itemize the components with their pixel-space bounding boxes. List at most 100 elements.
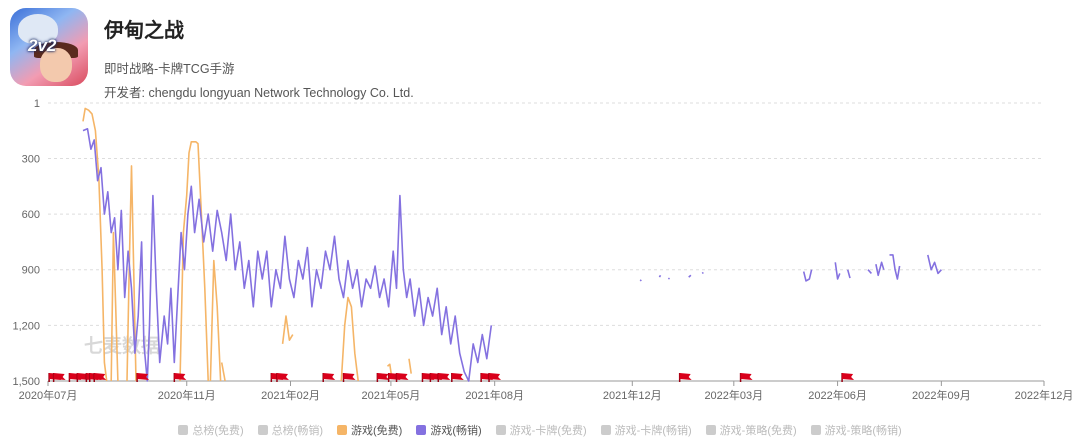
icon-character-face: [40, 48, 72, 82]
series-line-segment[interactable]: [281, 315, 294, 344]
series-line-segment[interactable]: [110, 231, 119, 382]
event-flag-icon[interactable]: [739, 373, 753, 382]
legend-swatch: [337, 425, 347, 435]
y-tick-label: 300: [22, 153, 40, 165]
event-flag-icon[interactable]: [276, 373, 289, 382]
legend-item[interactable]: 游戏(畅销): [416, 420, 482, 440]
event-flag-shape: [489, 373, 502, 380]
legend-label: 总榜(免费): [192, 425, 244, 437]
series-line-segment[interactable]: [867, 269, 872, 274]
series-line-segment[interactable]: [927, 254, 942, 275]
app-icon[interactable]: 2v2: [10, 8, 88, 86]
icon-badge: 2v2: [28, 36, 57, 55]
event-flag-icon[interactable]: [395, 373, 409, 382]
legend-item[interactable]: 游戏(免费): [337, 420, 402, 440]
event-flag-icon[interactable]: [136, 373, 150, 382]
chart-legend: 总榜(免费) 总榜(畅销) 游戏(免费) 游戏(畅销) 游戏-卡牌(免费) 游戏-卡牌(畅…: [0, 420, 1080, 440]
app-genre: 即时战略-卡牌TCG手游: [104, 62, 235, 76]
series-line-segment[interactable]: [408, 358, 412, 374]
x-tick-label: 2021年05月: [362, 388, 421, 402]
event-flag-shape: [438, 373, 451, 380]
legend-item[interactable]: 游戏-策略(免费): [705, 420, 797, 440]
event-flag-icon[interactable]: [678, 373, 692, 382]
event-flag-icon[interactable]: [451, 373, 464, 382]
x-tick-label: 2022年09月: [912, 388, 971, 402]
x-tick-label: 2021年02月: [261, 388, 320, 402]
event-flag-shape: [842, 373, 855, 380]
event-flag-shape: [323, 373, 336, 380]
event-flag-icon[interactable]: [93, 373, 107, 382]
icon-character-hair: [18, 14, 58, 44]
legend-label: 总榜(畅销): [271, 425, 323, 437]
app-info: 伊甸之战 即时战略-卡牌TCG手游 开发者: chengdu longyuan …: [104, 8, 414, 100]
app-header: 2v2 伊甸之战 即时战略-卡牌TCG手游 开发者: chengdu longy…: [10, 8, 414, 100]
legend-label: 游戏-卡牌(畅销): [614, 425, 692, 437]
event-flag-icon[interactable]: [376, 373, 390, 382]
series-line-segment[interactable]: [688, 274, 692, 278]
series-game-free[interactable]: [82, 107, 445, 382]
legend-swatch: [705, 425, 716, 435]
x-tick-label: 2022年12月: [1015, 388, 1074, 402]
x-tick-label: 2021年12月: [603, 388, 662, 402]
y-tick-label: 1: [34, 98, 40, 110]
app-title: 伊甸之战: [104, 20, 184, 42]
legend-item[interactable]: 总榜(免费): [178, 420, 244, 440]
x-tick-label: 2022年06月: [808, 388, 867, 402]
event-flag-icon[interactable]: [52, 373, 66, 382]
legend-item[interactable]: 游戏-卡牌(免费): [495, 420, 587, 440]
series-line-segment[interactable]: [802, 269, 813, 282]
y-tick-label: 900: [22, 265, 40, 277]
legend-label: 游戏-卡牌(免费): [509, 425, 587, 437]
series-line-segment[interactable]: [209, 259, 222, 382]
legend-swatch: [178, 425, 189, 435]
series-line-segment[interactable]: [658, 274, 662, 278]
event-flag-icon[interactable]: [342, 373, 356, 382]
event-flag-shape: [276, 373, 289, 380]
series-game-grossing[interactable]: [82, 128, 942, 382]
series-line-segment[interactable]: [701, 271, 704, 275]
series-line-segment[interactable]: [667, 277, 671, 280]
legend-item[interactable]: 游戏-卡牌(畅销): [600, 420, 692, 440]
x-tick-label: 2020年11月: [158, 388, 216, 402]
event-flag-shape: [343, 373, 356, 380]
series-line-segment[interactable]: [889, 254, 901, 280]
series-line-segment[interactable]: [179, 141, 209, 382]
series-line-segment[interactable]: [82, 107, 108, 382]
x-tick-label: 2020年07月: [19, 388, 78, 402]
event-flag-shape: [679, 373, 692, 380]
legend-label: 游戏-策略(免费): [719, 425, 797, 437]
x-tick-label: 2021年08月: [465, 388, 524, 402]
legend-item[interactable]: 游戏-策略(畅销): [810, 420, 902, 440]
event-flag-shape: [174, 373, 187, 380]
event-flag-shape: [137, 373, 150, 380]
series-line-segment[interactable]: [82, 128, 493, 382]
series-line-segment[interactable]: [126, 165, 137, 382]
event-flag-shape: [377, 373, 390, 380]
series-line-segment[interactable]: [340, 296, 359, 382]
legend-label: 游戏(畅销): [430, 425, 482, 437]
legend-label: 游戏(免费): [351, 425, 403, 437]
series-line-segment[interactable]: [875, 261, 885, 277]
event-flag-shape: [451, 373, 464, 380]
event-flag-shape: [53, 373, 66, 380]
series-line-segment[interactable]: [834, 262, 841, 280]
app-developer: 开发者: chengdu longyuan Network Technology…: [104, 86, 414, 100]
event-flag-icon[interactable]: [488, 373, 502, 382]
series-line-segment[interactable]: [220, 362, 226, 382]
watermark: 七麦数据: [84, 334, 160, 357]
legend-label: 游戏-策略(畅销): [824, 425, 902, 437]
series-line-segment[interactable]: [639, 279, 642, 282]
legend-swatch: [810, 425, 821, 435]
legend-swatch: [600, 425, 611, 435]
legend-item[interactable]: 总榜(畅销): [257, 420, 323, 440]
x-tick-label: 2022年03月: [704, 388, 763, 402]
event-flag-icon[interactable]: [173, 373, 187, 382]
legend-swatch: [495, 425, 506, 435]
event-flag-icon[interactable]: [322, 373, 336, 382]
event-flag-icon[interactable]: [841, 373, 855, 382]
series-line-segment[interactable]: [846, 269, 851, 279]
legend-swatch: [416, 425, 427, 435]
legend-swatch: [257, 425, 268, 435]
event-flag-icon[interactable]: [437, 373, 451, 382]
